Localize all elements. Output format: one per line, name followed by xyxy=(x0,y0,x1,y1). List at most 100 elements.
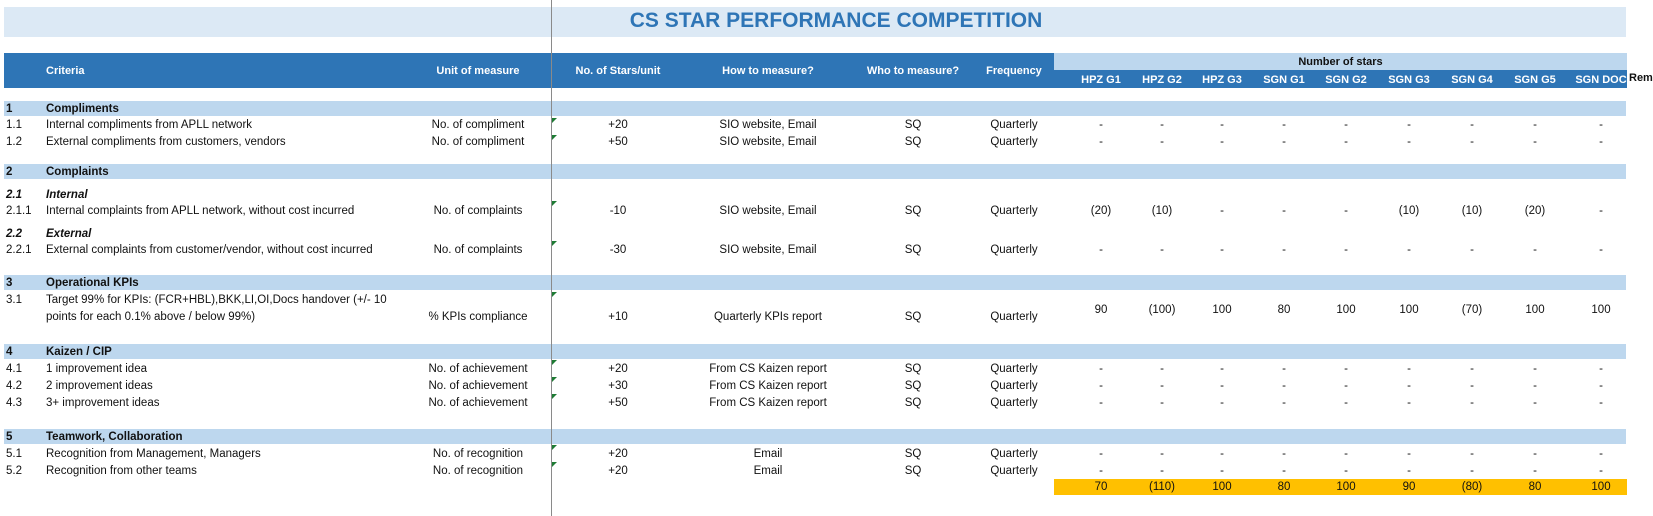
star-value-cell[interactable]: - xyxy=(1470,136,1474,148)
star-value-cell[interactable]: 80 xyxy=(1277,304,1291,316)
star-value-cell[interactable]: - xyxy=(1533,244,1537,256)
star-value-cell[interactable]: - xyxy=(1533,380,1537,392)
star-value-cell[interactable]: 100 xyxy=(1591,304,1611,316)
star-value-cell[interactable]: - xyxy=(1407,448,1411,460)
team-header[interactable]: HPZ G1 xyxy=(1081,74,1121,86)
team-header[interactable]: SGN G2 xyxy=(1325,74,1367,86)
who-cell[interactable]: SQ xyxy=(904,136,922,148)
remarks-header[interactable]: Rem xyxy=(1629,72,1653,84)
star-value-cell[interactable]: - xyxy=(1344,448,1348,460)
stars-unit-cell[interactable]: +20 xyxy=(608,448,628,460)
star-value-cell[interactable]: - xyxy=(1099,448,1103,460)
criteria-cell[interactable]: Target 99% for KPIs: (FCR+HBL),BKK,LI,OI… xyxy=(46,294,387,306)
star-value-cell[interactable]: - xyxy=(1220,363,1224,375)
star-value-cell[interactable]: - xyxy=(1344,465,1348,477)
star-value-cell[interactable]: - xyxy=(1344,397,1348,409)
stars-unit-cell[interactable]: +50 xyxy=(608,397,628,409)
star-value-cell[interactable]: - xyxy=(1160,448,1164,460)
how-cell[interactable]: Email xyxy=(753,465,783,477)
star-value-cell[interactable]: - xyxy=(1160,119,1164,131)
star-value-cell[interactable]: - xyxy=(1344,136,1348,148)
unit-cell[interactable]: No. of complaints xyxy=(433,205,523,217)
star-value-cell[interactable]: - xyxy=(1220,136,1224,148)
star-value-cell[interactable]: - xyxy=(1599,380,1603,392)
who-cell[interactable]: SQ xyxy=(904,119,922,131)
total-cell[interactable]: 100 xyxy=(1212,481,1232,493)
star-value-cell[interactable]: - xyxy=(1533,397,1537,409)
criteria-header[interactable]: Criteria xyxy=(46,65,85,77)
star-value-cell[interactable]: - xyxy=(1407,119,1411,131)
frequency-header[interactable]: Frequency xyxy=(986,65,1042,77)
star-value-cell[interactable]: - xyxy=(1220,119,1224,131)
how-cell[interactable]: SIO website, Email xyxy=(719,136,817,148)
who-cell[interactable]: SQ xyxy=(904,244,922,256)
stars-unit-cell[interactable]: +20 xyxy=(608,119,628,131)
total-cell[interactable]: 100 xyxy=(1591,481,1611,493)
stars-unit-header[interactable]: No. of Stars/unit xyxy=(575,65,661,77)
star-value-cell[interactable]: - xyxy=(1599,448,1603,460)
criteria-cell[interactable]: Internal complaints from APLL network, w… xyxy=(46,205,355,217)
frequency-cell[interactable]: Quarterly xyxy=(990,448,1038,460)
star-value-cell[interactable]: - xyxy=(1599,363,1603,375)
total-cell[interactable]: 100 xyxy=(1336,481,1356,493)
who-cell[interactable]: SQ xyxy=(904,205,922,217)
unit-cell[interactable]: No. of achievement xyxy=(428,397,528,409)
star-value-cell[interactable]: - xyxy=(1533,448,1537,460)
star-value-cell[interactable]: - xyxy=(1099,119,1103,131)
unit-cell[interactable]: No. of compliment xyxy=(431,136,525,148)
team-header[interactable]: SGN DOC xyxy=(1575,74,1627,86)
star-value-cell[interactable]: 100 xyxy=(1399,304,1419,316)
star-value-cell[interactable]: - xyxy=(1599,397,1603,409)
unit-cell[interactable]: No. of recognition xyxy=(432,465,524,477)
star-value-cell[interactable]: - xyxy=(1099,380,1103,392)
star-value-cell[interactable]: - xyxy=(1344,244,1348,256)
star-value-cell[interactable]: - xyxy=(1099,363,1103,375)
star-value-cell[interactable]: - xyxy=(1282,448,1286,460)
how-cell[interactable]: SIO website, Email xyxy=(719,205,817,217)
star-value-cell[interactable]: - xyxy=(1407,363,1411,375)
frequency-cell[interactable]: Quarterly xyxy=(990,119,1038,131)
star-value-cell[interactable]: (100) xyxy=(1148,304,1176,316)
star-value-cell[interactable]: - xyxy=(1470,119,1474,131)
star-value-cell[interactable]: - xyxy=(1220,448,1224,460)
criteria-cell[interactable]: Recognition from Management, Managers xyxy=(46,448,261,460)
star-value-cell[interactable]: - xyxy=(1160,465,1164,477)
star-value-cell[interactable]: - xyxy=(1282,136,1286,148)
how-cell[interactable]: SIO website, Email xyxy=(719,119,817,131)
criteria-cell[interactable]: External complaints from customer/vendor… xyxy=(46,244,373,256)
star-value-cell[interactable]: - xyxy=(1344,380,1348,392)
who-cell[interactable]: SQ xyxy=(904,465,922,477)
unit-cell[interactable]: No. of achievement xyxy=(428,380,528,392)
criteria-cell[interactable]: External compliments from customers, ven… xyxy=(46,136,286,148)
star-value-cell[interactable]: - xyxy=(1470,363,1474,375)
star-value-cell[interactable]: - xyxy=(1533,119,1537,131)
star-value-cell[interactable]: - xyxy=(1220,244,1224,256)
star-value-cell[interactable]: (10) xyxy=(1398,205,1420,217)
star-value-cell[interactable]: - xyxy=(1533,136,1537,148)
total-cell[interactable]: (110) xyxy=(1149,481,1175,493)
star-value-cell[interactable]: - xyxy=(1407,397,1411,409)
unit-cell[interactable]: No. of complaints xyxy=(433,244,523,256)
stars-unit-cell[interactable]: +20 xyxy=(608,465,628,477)
criteria-cell[interactable]: 1 improvement idea xyxy=(46,363,147,375)
unit-cell[interactable]: No. of achievement xyxy=(428,363,528,375)
criteria-cell[interactable]: 2 improvement ideas xyxy=(46,380,153,392)
star-value-cell[interactable]: - xyxy=(1220,397,1224,409)
stars-unit-cell[interactable]: +50 xyxy=(608,136,628,148)
unit-header[interactable]: Unit of measure xyxy=(436,65,520,77)
star-value-cell[interactable]: (70) xyxy=(1461,304,1483,316)
star-value-cell[interactable]: (10) xyxy=(1461,205,1483,217)
frequency-cell[interactable]: Quarterly xyxy=(990,136,1038,148)
who-header[interactable]: Who to measure? xyxy=(866,65,960,77)
total-cell[interactable]: 90 xyxy=(1402,481,1416,493)
frequency-cell[interactable]: Quarterly xyxy=(990,363,1038,375)
star-value-cell[interactable]: - xyxy=(1599,136,1603,148)
star-value-cell[interactable]: 90 xyxy=(1094,304,1108,316)
how-cell[interactable]: SIO website, Email xyxy=(719,244,817,256)
star-value-cell[interactable]: - xyxy=(1599,205,1603,217)
star-value-cell[interactable]: - xyxy=(1282,119,1286,131)
unit-cell[interactable]: % KPIs compliance xyxy=(428,311,528,323)
how-cell[interactable]: From CS Kaizen report xyxy=(709,363,827,375)
star-value-cell[interactable]: - xyxy=(1160,363,1164,375)
star-value-cell[interactable]: - xyxy=(1282,363,1286,375)
